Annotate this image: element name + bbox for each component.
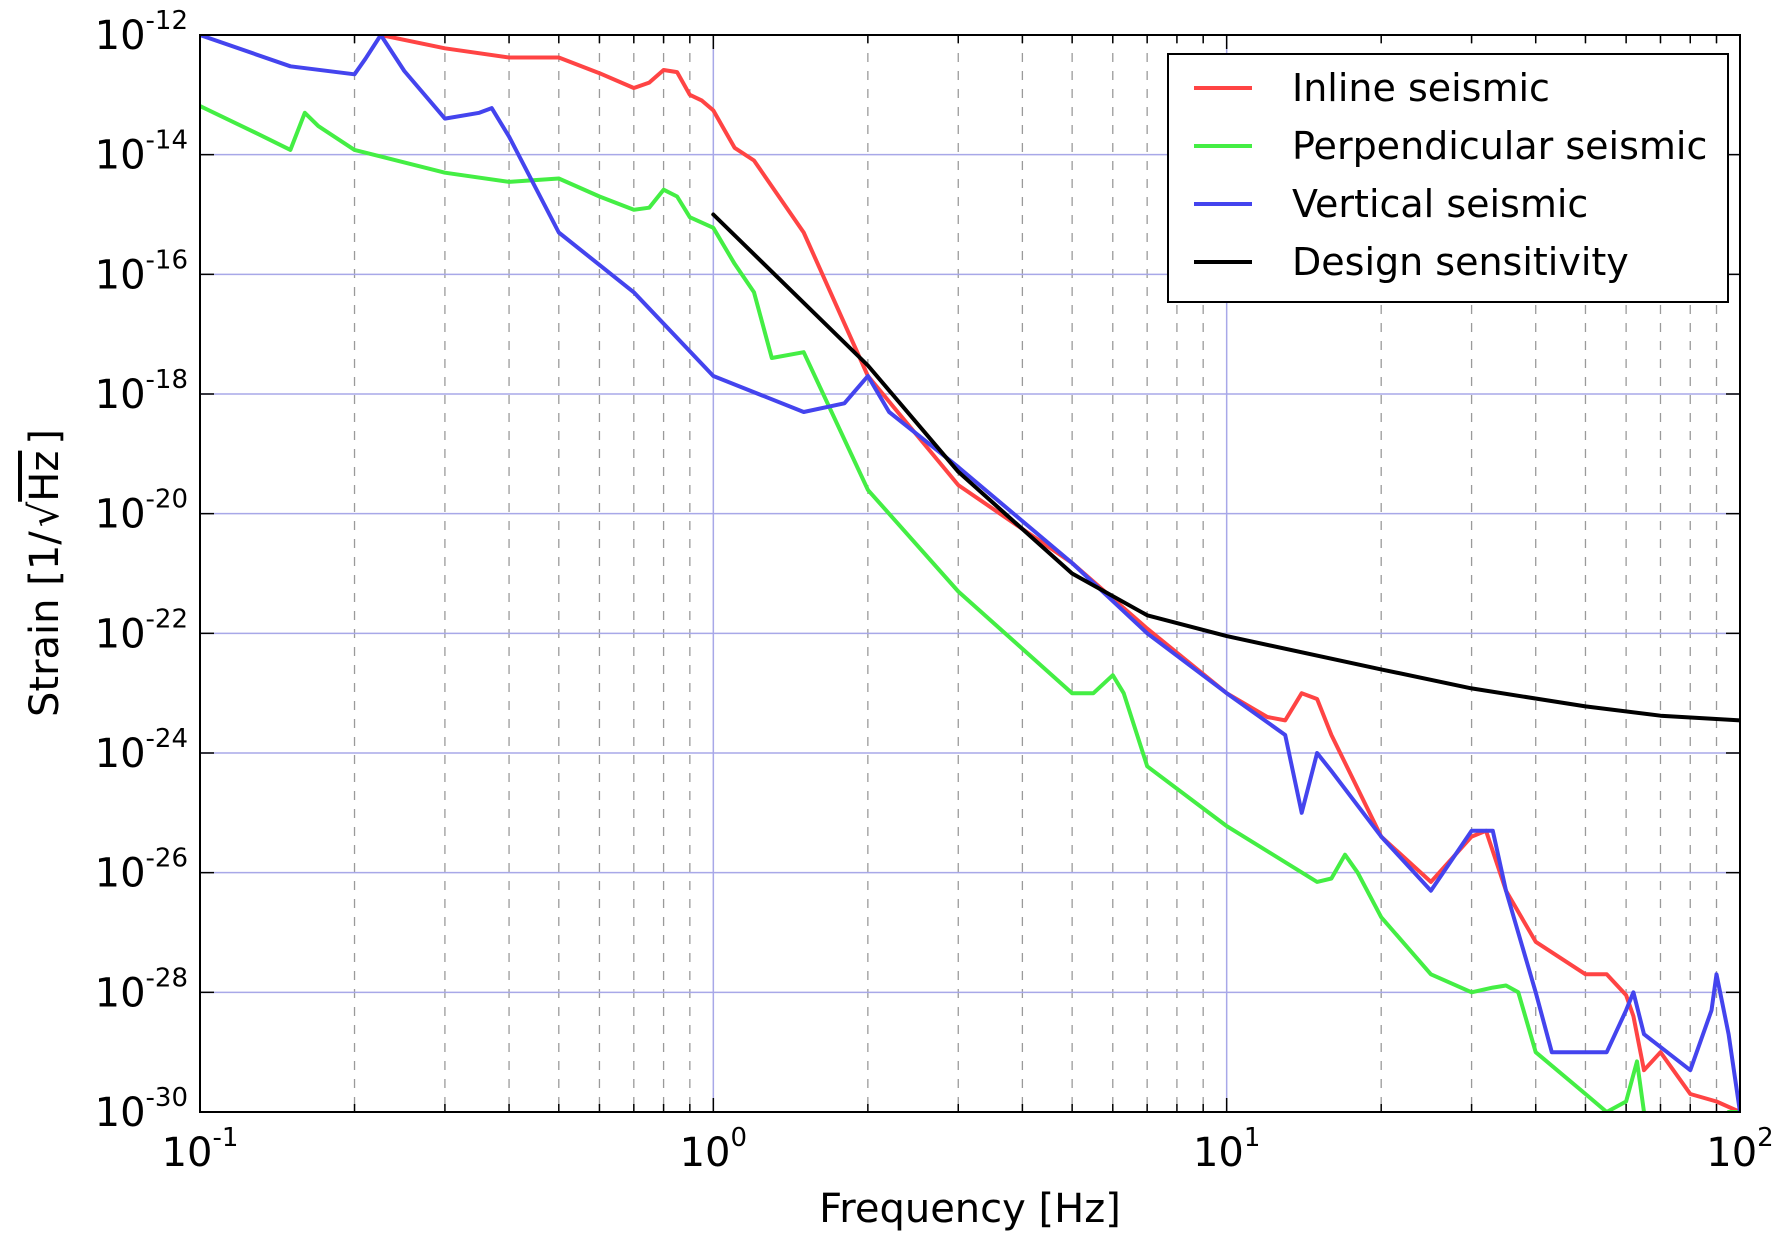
- legend: Inline seismic Perpendicular seismic Verti…: [1167, 53, 1729, 303]
- y-tick-label: 10-14: [95, 126, 188, 179]
- y-tick-label: 10-26: [95, 844, 188, 897]
- y-tick-label: 10-22: [95, 604, 188, 657]
- legend-box: [1167, 53, 1729, 303]
- x-tick-label: 10-1: [162, 1123, 239, 1176]
- series-line-1: [378, 35, 1740, 1112]
- x-tick-label: 100: [680, 1123, 747, 1176]
- legend-label: Vertical seismic: [1292, 182, 1588, 226]
- axis-ticks: 10-30 10-28 10-26 10-24 10-22 10-20 10-18 10-16…: [95, 6, 1774, 1176]
- y-tick-label: 10-12: [95, 6, 188, 59]
- series-lines: [200, 35, 1740, 1112]
- axis-labels: Frequency [Hz] Strain [1/√Hz]: [22, 429, 1121, 1232]
- x-axis-label: Frequency [Hz]: [819, 1186, 1121, 1232]
- y-axis-label: Strain [1/√Hz]: [22, 429, 68, 717]
- y-tick-label: 10-24: [95, 724, 188, 777]
- legend-label: Inline seismic: [1292, 66, 1550, 110]
- y-tick-label: 10-20: [95, 485, 188, 538]
- series-line-3: [200, 35, 1740, 1112]
- legend-label: Perpendicular seismic: [1292, 124, 1707, 168]
- x-tick-label: 101: [1193, 1123, 1260, 1176]
- y-tick-label: 10-18: [95, 365, 188, 418]
- series-line-2: [200, 104, 1740, 1112]
- y-tick-label: 10-30: [95, 1083, 188, 1136]
- y-tick-label: 10-16: [95, 245, 188, 298]
- legend-label: Design sensitivity: [1292, 240, 1629, 284]
- y-axis-radical-radicand: Hz: [22, 451, 68, 502]
- x-tick-label: 102: [1706, 1123, 1773, 1176]
- y-tick-label: 10-28: [95, 963, 188, 1016]
- plot-frame: [199, 34, 1741, 1113]
- series-line-4: [711, 212, 1740, 723]
